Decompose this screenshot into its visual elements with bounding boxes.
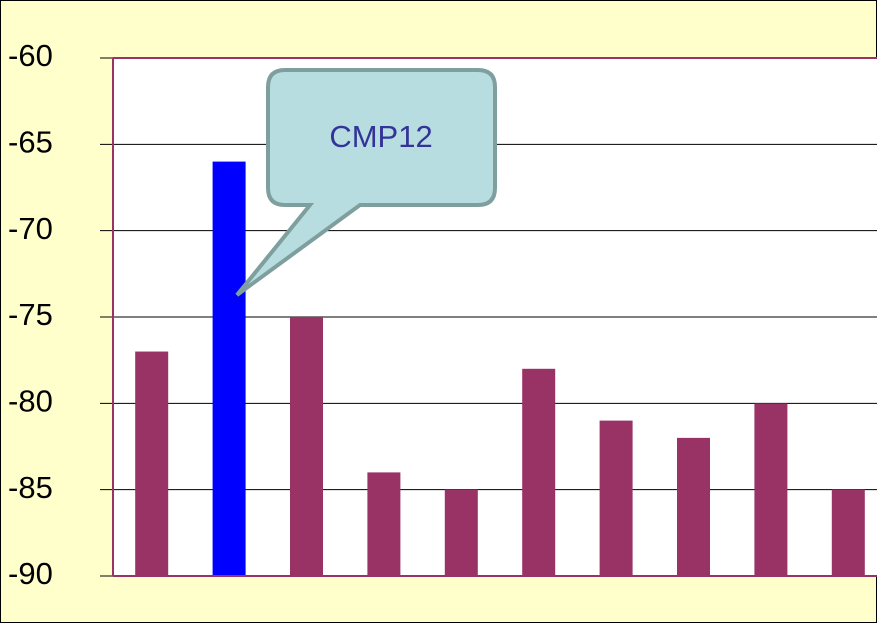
bar [754, 403, 788, 576]
bar [831, 489, 865, 576]
y-tick-label: -85 [8, 470, 53, 505]
bar [599, 420, 633, 576]
y-tick-label: -75 [8, 297, 53, 332]
y-tick-label: -90 [8, 556, 53, 591]
y-tick-label: -70 [8, 211, 53, 246]
y-tick-label: -60 [8, 38, 53, 73]
y-tick-label: -80 [8, 384, 53, 419]
bar [444, 489, 478, 576]
bar [290, 317, 323, 576]
bar [522, 368, 556, 576]
bar [135, 351, 169, 576]
bar [367, 472, 401, 576]
bar [212, 161, 246, 576]
annotation: CMP12 [329, 119, 432, 154]
y-tick-label: -65 [8, 125, 53, 160]
callout [235, 68, 497, 297]
bar [677, 437, 710, 576]
